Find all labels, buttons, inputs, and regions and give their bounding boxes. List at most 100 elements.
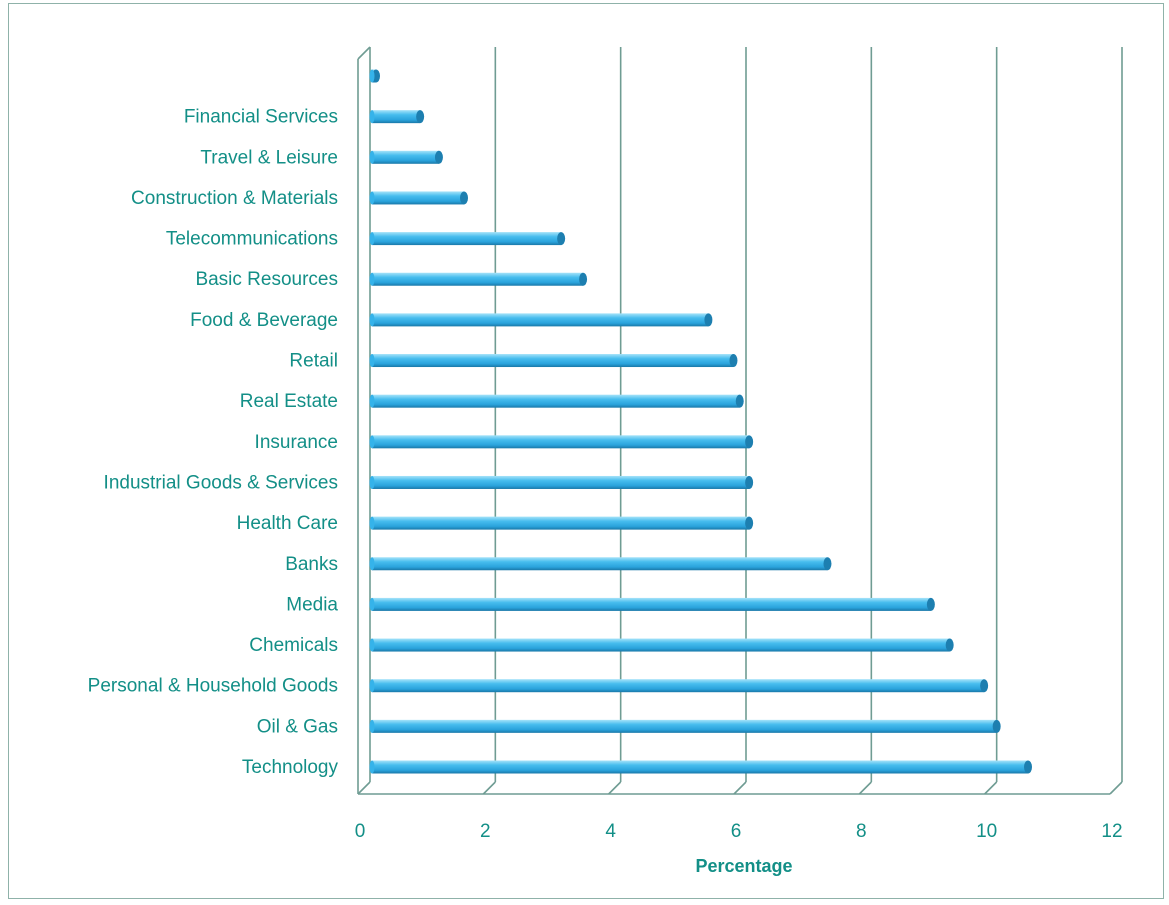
category-label: Industrial Goods & Services bbox=[104, 472, 338, 493]
floor-gridline bbox=[482, 781, 496, 795]
grid-layer bbox=[357, 46, 1123, 795]
category-label: Travel & Leisure bbox=[200, 147, 338, 168]
bar-cap bbox=[945, 638, 954, 652]
bar-body bbox=[372, 760, 1028, 774]
bar-start-cap bbox=[369, 394, 375, 408]
side-wall-top bbox=[357, 46, 371, 60]
x-tick-label: 10 bbox=[976, 821, 997, 842]
category-label: Banks bbox=[285, 554, 338, 575]
bar-cap bbox=[460, 191, 468, 205]
x-tick-label: 6 bbox=[731, 821, 742, 842]
bar bbox=[369, 191, 468, 205]
bar bbox=[369, 475, 754, 489]
category-label: Insurance bbox=[255, 432, 338, 453]
bar-body bbox=[372, 191, 464, 205]
bar-cap bbox=[823, 557, 832, 571]
bar bbox=[369, 272, 588, 286]
bar-layer bbox=[369, 69, 1032, 774]
bar bbox=[369, 760, 1032, 774]
bar-body bbox=[372, 679, 985, 693]
category-label: Financial Services bbox=[184, 107, 338, 128]
bar-body bbox=[372, 475, 750, 489]
floor-gridline bbox=[858, 781, 872, 795]
category-label: Telecommunications bbox=[166, 229, 338, 250]
bar-cap bbox=[434, 150, 443, 164]
bar-start-cap bbox=[369, 557, 375, 571]
x-tick-label: 0 bbox=[355, 821, 366, 842]
chart-frame bbox=[8, 3, 1164, 899]
bar-body bbox=[372, 232, 562, 246]
bar-start-cap bbox=[369, 679, 375, 693]
bar-cap bbox=[557, 232, 566, 246]
bar bbox=[369, 719, 1001, 733]
category-label: Health Care bbox=[237, 513, 338, 534]
bar bbox=[369, 394, 744, 408]
bar-cap bbox=[1024, 760, 1032, 774]
bar bbox=[369, 435, 754, 449]
category-label: Media bbox=[286, 594, 338, 615]
category-label: Food & Beverage bbox=[190, 310, 338, 331]
bar-body bbox=[372, 435, 750, 449]
bar-body bbox=[372, 557, 828, 571]
bar-start-cap bbox=[369, 110, 375, 124]
label-layer: 0 2 4 6 8 10 12 Technology Oil & Gas Personal & H… bbox=[88, 107, 1123, 842]
bar-start-cap bbox=[369, 69, 375, 83]
bar-start-cap bbox=[369, 516, 375, 530]
bar bbox=[369, 69, 380, 83]
bar-cap bbox=[980, 679, 989, 693]
bar bbox=[369, 110, 425, 124]
bar-cap bbox=[735, 394, 744, 408]
bar-body bbox=[372, 110, 421, 124]
category-label: Real Estate bbox=[240, 391, 338, 412]
floor-gridline bbox=[608, 781, 622, 795]
bar bbox=[369, 313, 713, 327]
bar-cap bbox=[926, 597, 935, 611]
bar-start-cap bbox=[369, 597, 375, 611]
bar-cap bbox=[704, 313, 713, 327]
bar-start-cap bbox=[369, 475, 375, 489]
floor-gridline bbox=[984, 781, 998, 795]
x-tick-label: 4 bbox=[605, 821, 616, 842]
bar-cap bbox=[745, 435, 754, 449]
bar-body bbox=[372, 638, 950, 652]
bar-body bbox=[372, 516, 750, 530]
bar bbox=[369, 557, 832, 571]
bar-start-cap bbox=[369, 354, 375, 368]
bar-start-cap bbox=[369, 191, 375, 205]
bar-start-cap bbox=[369, 232, 375, 246]
bar-start-cap bbox=[369, 638, 375, 652]
bar-body bbox=[372, 354, 734, 368]
bar bbox=[369, 516, 754, 530]
bar bbox=[369, 354, 738, 368]
bar-body bbox=[372, 597, 931, 611]
bar bbox=[369, 679, 989, 693]
x-tick-label: 8 bbox=[856, 821, 867, 842]
category-label: Construction & Materials bbox=[131, 188, 338, 209]
bar-start-cap bbox=[369, 760, 375, 774]
category-label: Technology bbox=[242, 757, 339, 778]
bar-body bbox=[372, 719, 997, 733]
bar bbox=[369, 638, 954, 652]
bar bbox=[369, 150, 443, 164]
bar bbox=[369, 232, 566, 246]
bar-cap bbox=[416, 110, 425, 124]
category-label: Retail bbox=[289, 351, 338, 372]
bar-body bbox=[372, 150, 439, 164]
bar-start-cap bbox=[369, 272, 375, 286]
category-label: Oil & Gas bbox=[257, 716, 338, 737]
bar-start-cap bbox=[369, 150, 375, 164]
x-tick-label: 2 bbox=[480, 821, 491, 842]
floor-gridline bbox=[357, 781, 371, 795]
x-tick-label: 12 bbox=[1101, 821, 1122, 842]
bar-body bbox=[372, 313, 709, 327]
bar-cap bbox=[992, 719, 1001, 733]
category-label: Chemicals bbox=[249, 635, 338, 656]
x-axis-title: Percentage bbox=[695, 856, 792, 876]
floor-gridline bbox=[1109, 781, 1123, 795]
bar-start-cap bbox=[369, 719, 375, 733]
bar-cap bbox=[745, 475, 754, 489]
bar-cap bbox=[729, 354, 738, 368]
bar-body bbox=[372, 394, 740, 408]
floor-gridline bbox=[733, 781, 747, 795]
